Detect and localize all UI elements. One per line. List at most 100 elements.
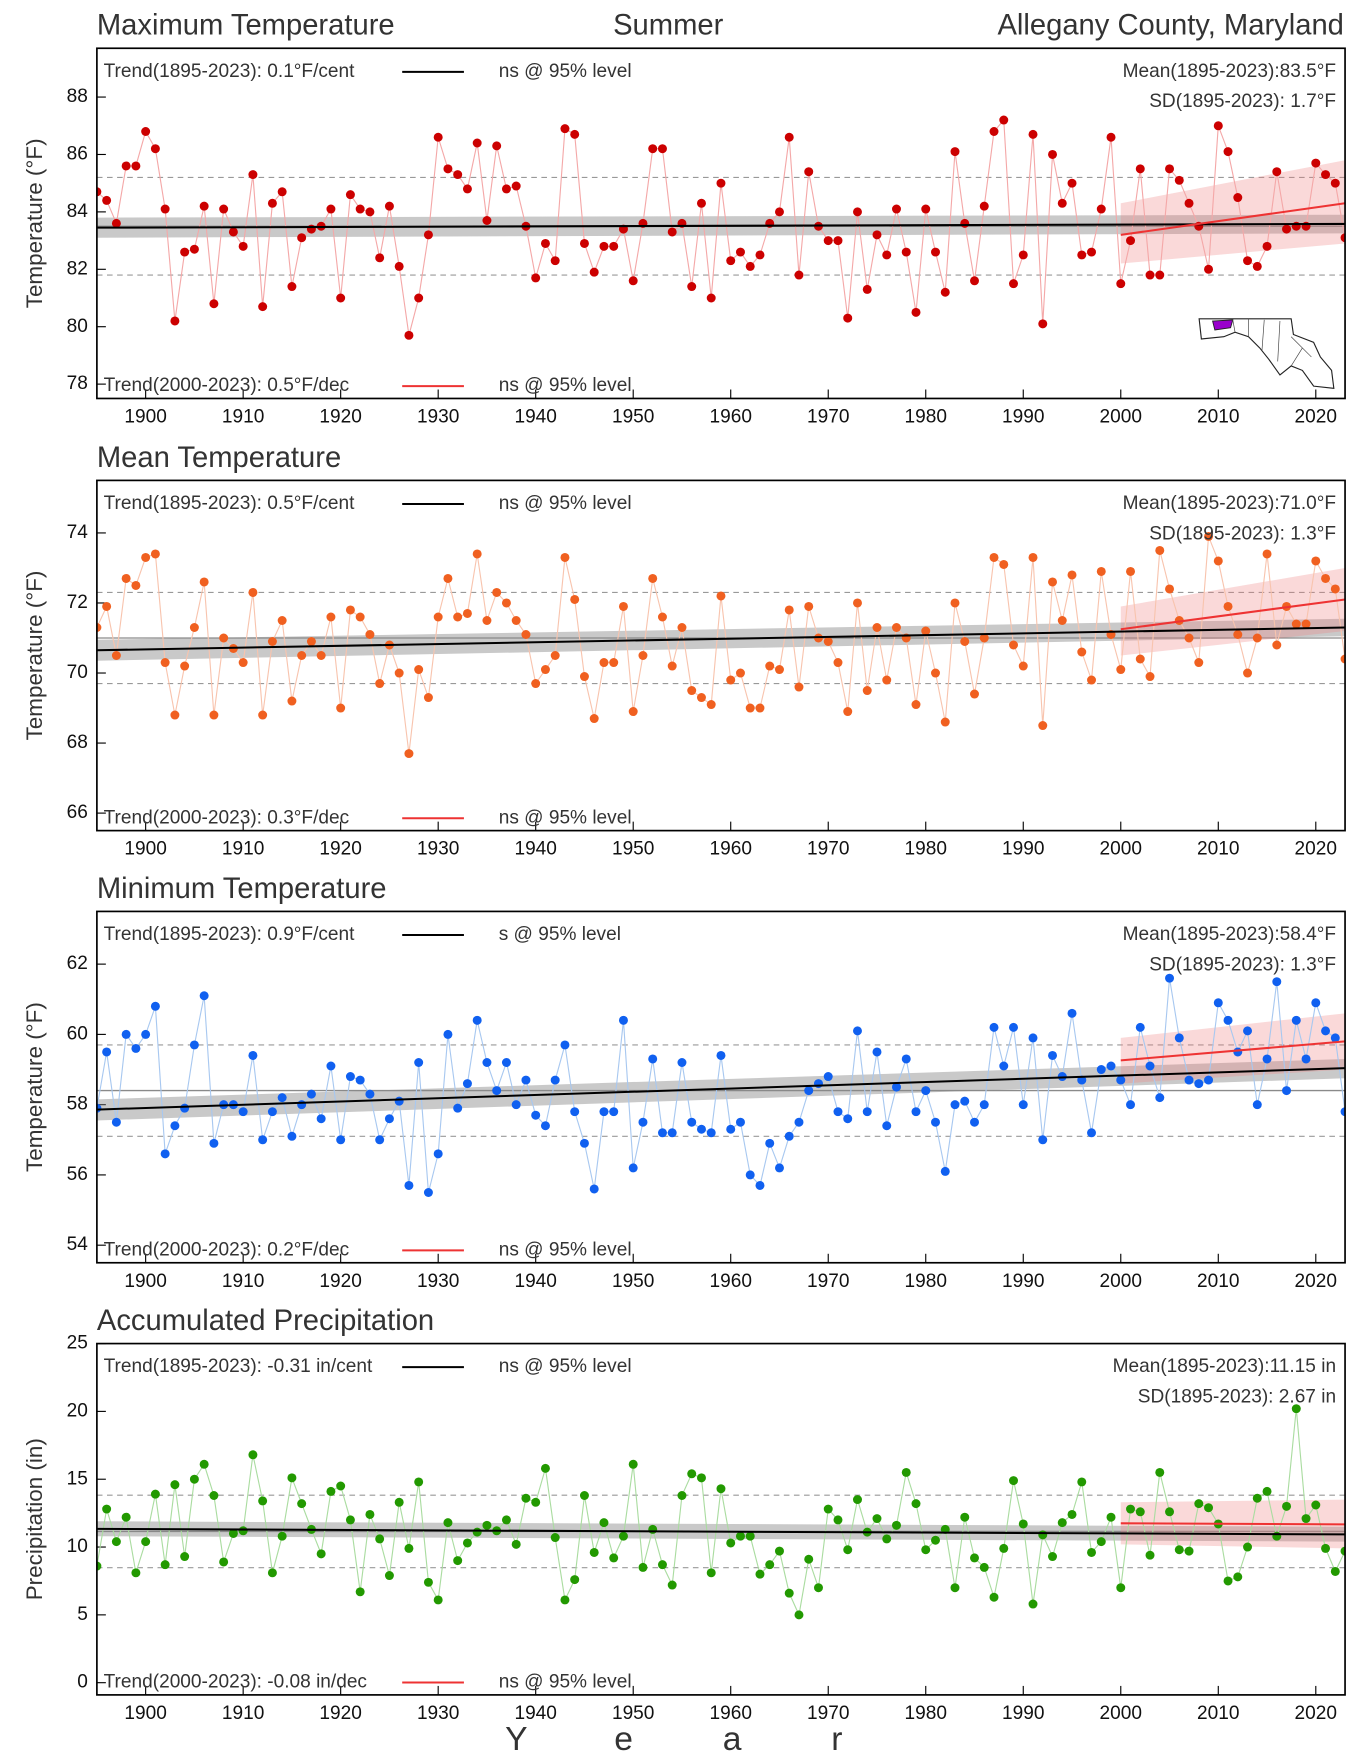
data-point: [1340, 233, 1346, 243]
data-point: [589, 267, 599, 277]
plot-area: [96, 115, 1346, 340]
data-point: [1057, 198, 1067, 208]
data-point: [1262, 241, 1272, 251]
data-point: [306, 1089, 316, 1099]
trend-line: [96, 626, 1346, 652]
data-point: [1194, 1499, 1204, 1509]
data-point: [1233, 1047, 1243, 1057]
data-point: [1223, 1015, 1233, 1025]
data-point: [1096, 1537, 1106, 1547]
data-point: [170, 316, 180, 326]
data-point: [1184, 1546, 1194, 1556]
panel-title: Accumulated Precipitation: [97, 1305, 434, 1337]
data-point: [1243, 668, 1253, 678]
data-point: [706, 1568, 716, 1578]
trend-significance: ns @ 95% level: [499, 1672, 632, 1693]
data-point: [609, 241, 619, 251]
data-point: [872, 1047, 882, 1057]
data-point: [102, 601, 112, 611]
data-point: [131, 580, 141, 590]
data-point: [1116, 1075, 1126, 1085]
data-point: [453, 1556, 463, 1566]
data-point: [706, 1128, 716, 1138]
data-point: [765, 1138, 775, 1148]
data-point: [472, 1015, 482, 1025]
x-tick-label: 1950: [612, 407, 654, 428]
x-tick-label: 2020: [1295, 839, 1337, 860]
data-point: [765, 1560, 775, 1570]
data-point: [531, 679, 541, 689]
data-point: [1018, 250, 1028, 260]
data-point: [258, 710, 268, 720]
data-point: [511, 181, 521, 191]
data-point: [657, 1128, 667, 1138]
data-point: [667, 1128, 677, 1138]
data-point: [228, 1528, 238, 1538]
data-point: [394, 668, 404, 678]
data-point: [267, 1107, 277, 1117]
data-point: [96, 187, 102, 197]
data-point: [267, 637, 277, 646]
y-tick-label: 0: [77, 1672, 88, 1693]
data-point: [96, 1561, 102, 1571]
trend-line: [96, 1527, 1346, 1536]
data-point: [579, 238, 589, 248]
data-point: [131, 1043, 141, 1053]
data-point: [618, 1015, 628, 1025]
data-point: [921, 1545, 931, 1555]
x-tick-label: 1950: [612, 1703, 654, 1724]
data-point: [121, 1029, 131, 1039]
data-point: [199, 577, 209, 587]
data-point: [1330, 1566, 1340, 1576]
data-point: [999, 115, 1009, 125]
data-point: [1252, 1100, 1262, 1110]
data-point: [1340, 1107, 1346, 1117]
x-tick-label: 1990: [1002, 1271, 1044, 1292]
data-point: [1116, 665, 1126, 675]
data-point: [1057, 1518, 1067, 1528]
data-point: [784, 1588, 794, 1598]
data-point: [1311, 1500, 1321, 1510]
data-point: [511, 616, 521, 625]
data-point: [306, 637, 316, 646]
y-axis-label: Temperature (°F): [22, 1002, 47, 1172]
data-point: [735, 1531, 745, 1541]
data-point: [970, 1117, 979, 1127]
data-point: [950, 147, 960, 157]
data-point: [901, 247, 911, 257]
trend-significance: ns @ 95% level: [499, 61, 632, 82]
data-point: [774, 665, 784, 675]
data-point: [1252, 1493, 1262, 1503]
x-tick-label: 1970: [807, 1703, 849, 1724]
data-point: [931, 247, 940, 257]
data-point: [540, 1121, 550, 1131]
data-point: [297, 1499, 307, 1509]
data-point: [501, 598, 511, 608]
data-point: [531, 1497, 541, 1507]
data-point: [277, 616, 287, 625]
data-point: [180, 247, 190, 257]
data-point: [940, 287, 950, 297]
data-point: [882, 675, 892, 685]
trend-label: Trend(1895-2023): 0.9°F/cent: [104, 924, 356, 945]
y-tick-label: 5: [77, 1604, 88, 1625]
data-point: [345, 190, 355, 200]
data-point: [375, 679, 385, 689]
data-point: [1087, 675, 1097, 685]
trend-line: [1120, 598, 1346, 631]
plot-area: [96, 531, 1346, 759]
y-tick-label: 54: [67, 1234, 89, 1255]
panel-title: Minimum Temperature: [97, 873, 387, 905]
data-point: [355, 1075, 365, 1085]
data-point: [862, 686, 872, 696]
x-tick-label: 1900: [124, 839, 166, 860]
data-point: [901, 1467, 911, 1477]
x-axis-label: Year: [505, 1721, 932, 1758]
data-point: [1321, 1026, 1331, 1036]
data-point: [794, 682, 804, 692]
sd-label: SD(1895-2023): 1.7°F: [1149, 91, 1336, 112]
x-tick-label: 1910: [222, 839, 264, 860]
data-point: [355, 612, 365, 622]
data-point: [1243, 1026, 1253, 1036]
data-point: [453, 1103, 463, 1113]
